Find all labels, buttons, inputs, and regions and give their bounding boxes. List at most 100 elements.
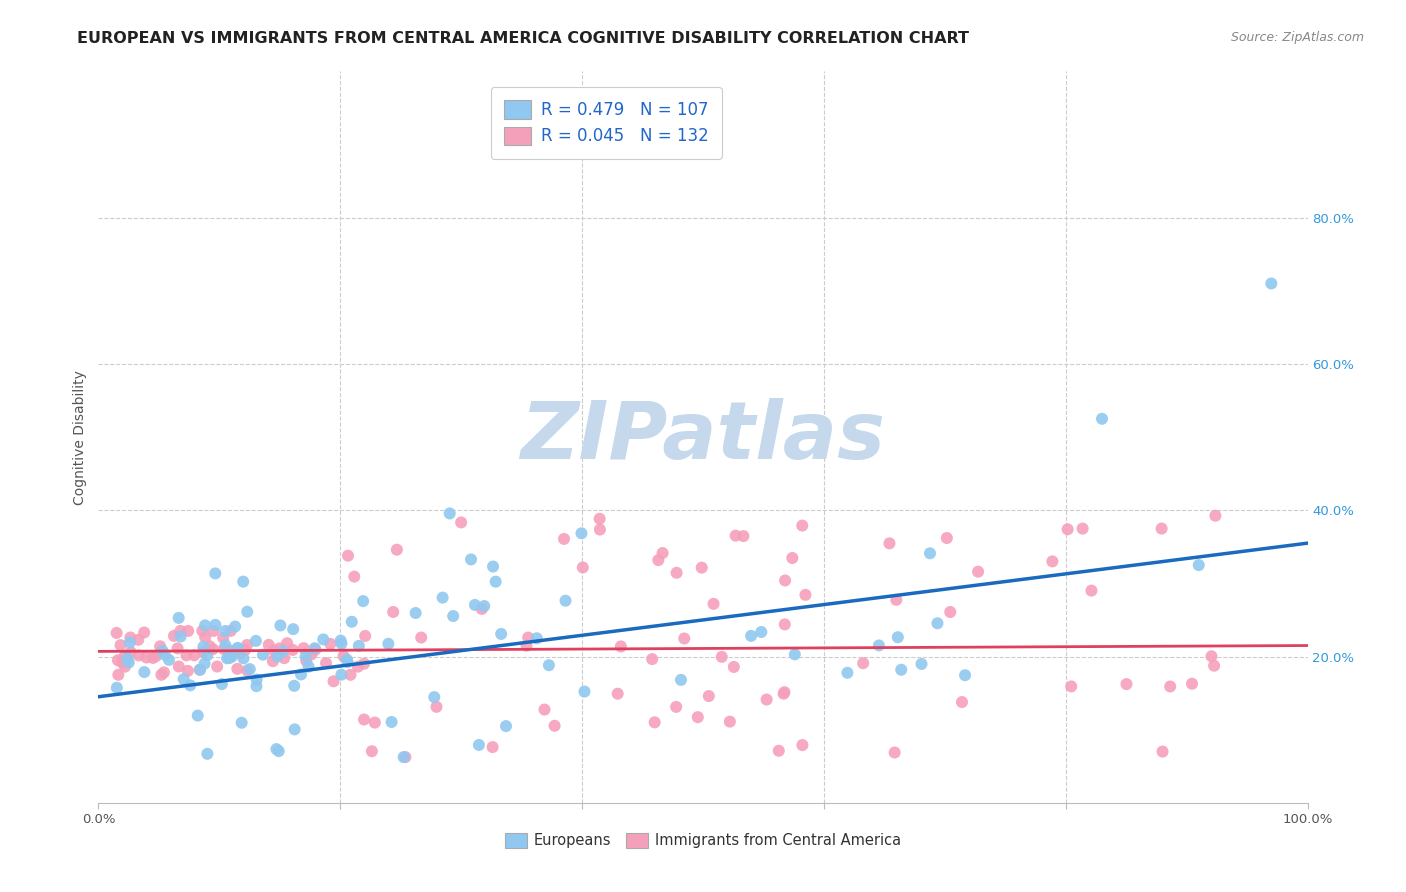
Point	[292, 641, 315, 656]
Point	[236, 638, 259, 652]
Point	[233, 643, 256, 657]
Point	[773, 685, 796, 699]
Point	[574, 684, 596, 698]
Point	[495, 719, 517, 733]
Point	[194, 630, 217, 644]
Point	[460, 552, 482, 566]
Point	[202, 624, 225, 638]
Point	[226, 641, 249, 656]
Point	[236, 605, 259, 619]
Point	[330, 667, 353, 681]
Point	[262, 654, 284, 668]
Point	[441, 609, 464, 624]
Point	[271, 644, 294, 658]
Point	[935, 531, 957, 545]
Point	[336, 652, 359, 666]
Text: EUROPEAN VS IMMIGRANTS FROM CENTRAL AMERICA COGNITIVE DISABILITY CORRELATION CHA: EUROPEAN VS IMMIGRANTS FROM CENTRAL AMER…	[77, 31, 969, 46]
Point	[755, 692, 778, 706]
Point	[173, 672, 195, 686]
Point	[319, 637, 342, 651]
Point	[450, 516, 472, 530]
Point	[343, 569, 366, 583]
Point	[353, 657, 375, 671]
Point	[385, 542, 408, 557]
Point	[482, 559, 505, 574]
Point	[718, 714, 741, 729]
Point	[485, 574, 508, 589]
Point	[927, 616, 949, 631]
Point	[669, 673, 692, 687]
Point	[879, 536, 901, 550]
Point	[163, 629, 186, 643]
Point	[526, 632, 548, 646]
Point	[837, 665, 859, 680]
Point	[773, 574, 796, 588]
Point	[772, 687, 794, 701]
Point	[572, 560, 595, 574]
Point	[1204, 658, 1226, 673]
Legend: Europeans, Immigrants from Central America: Europeans, Immigrants from Central Ameri…	[499, 827, 907, 854]
Point	[606, 687, 628, 701]
Point	[153, 665, 176, 680]
Point	[910, 657, 932, 671]
Point	[214, 638, 236, 652]
Point	[188, 663, 211, 677]
Point	[211, 677, 233, 691]
Point	[439, 507, 461, 521]
Point	[690, 560, 713, 574]
Point	[647, 553, 669, 567]
Point	[339, 667, 361, 681]
Point	[703, 597, 725, 611]
Point	[1040, 554, 1063, 568]
Point	[276, 636, 298, 650]
Point	[266, 742, 288, 756]
Point	[773, 617, 796, 632]
Point	[571, 526, 593, 541]
Point	[194, 618, 217, 632]
Point	[665, 566, 688, 580]
Point	[212, 642, 235, 657]
Point	[868, 639, 890, 653]
Point	[273, 651, 295, 665]
Point	[1152, 745, 1174, 759]
Point	[918, 546, 941, 560]
Point	[294, 649, 316, 664]
Point	[489, 627, 512, 641]
Text: Source: ZipAtlas.com: Source: ZipAtlas.com	[1230, 31, 1364, 45]
Point	[120, 631, 142, 645]
Point	[312, 632, 335, 647]
Point	[245, 633, 267, 648]
Point	[710, 649, 733, 664]
Point	[515, 639, 537, 653]
Point	[481, 740, 503, 755]
Point	[231, 715, 253, 730]
Point	[266, 649, 288, 664]
Point	[794, 588, 817, 602]
Point	[340, 615, 363, 629]
Point	[1115, 677, 1137, 691]
Point	[214, 624, 236, 638]
Point	[149, 640, 172, 654]
Point	[697, 689, 720, 703]
Point	[204, 566, 226, 581]
Point	[107, 653, 129, 667]
Point	[245, 679, 267, 693]
Point	[967, 565, 990, 579]
Point	[768, 744, 790, 758]
Point	[134, 625, 156, 640]
Point	[337, 549, 360, 563]
Point	[588, 512, 610, 526]
Point	[792, 738, 814, 752]
Point	[423, 690, 446, 705]
Point	[1091, 412, 1114, 426]
Point	[232, 574, 254, 589]
Point	[221, 649, 243, 664]
Point	[191, 624, 214, 638]
Point	[112, 649, 135, 664]
Point	[336, 655, 359, 669]
Point	[218, 643, 240, 657]
Point	[394, 750, 416, 764]
Point	[1204, 508, 1226, 523]
Point	[322, 674, 344, 689]
Point	[145, 649, 167, 664]
